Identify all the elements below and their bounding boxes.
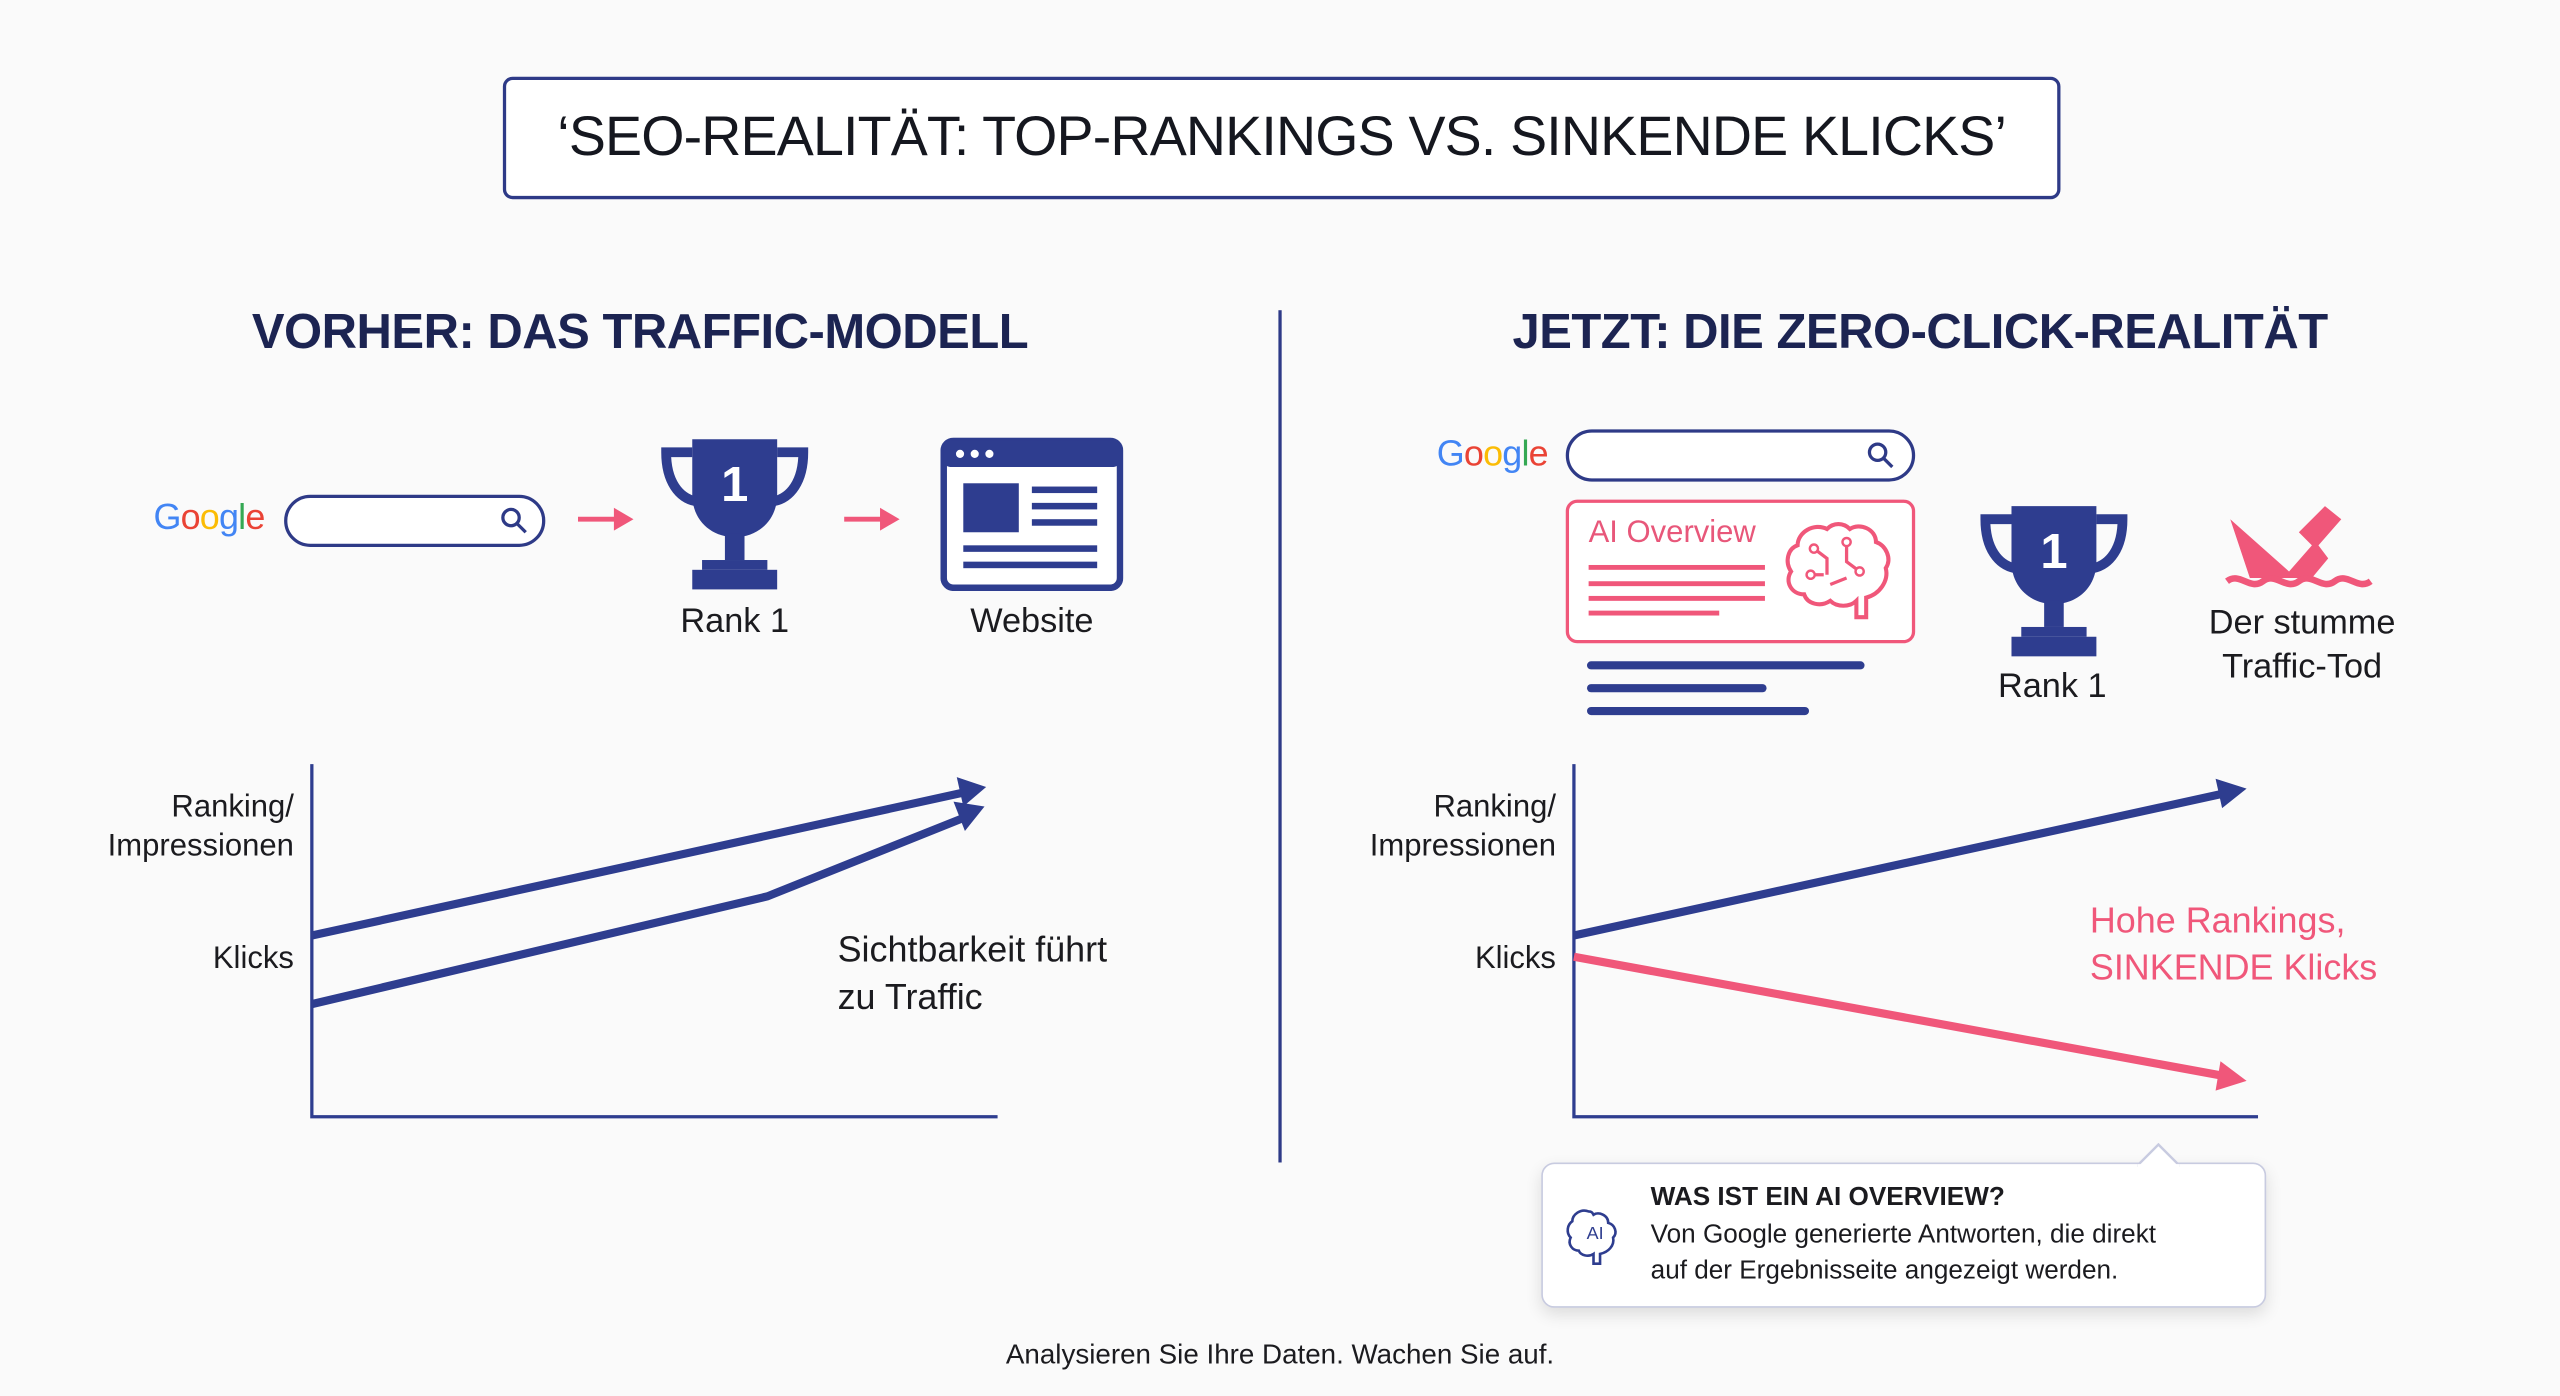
y-axis-label-ranking: Ranking/Impressionen xyxy=(107,790,294,864)
google-logo: Google xyxy=(153,496,265,538)
rank-label: Rank 1 xyxy=(1997,667,2107,706)
y-axis-label-klicks: Klicks xyxy=(1474,942,1556,977)
ai-overview-label: AI Overview xyxy=(1588,515,1756,551)
clicks-line xyxy=(310,814,965,1009)
search-input[interactable] xyxy=(284,494,546,547)
axis xyxy=(310,764,998,1119)
google-logo: Google xyxy=(1436,432,1549,474)
left-chart xyxy=(310,764,998,1119)
arrow-right-icon xyxy=(577,507,634,531)
ranking-arrowhead xyxy=(956,777,987,807)
clicks-line xyxy=(1573,952,2225,1080)
left-annotation: Sichtbarkeit führt zu Traffic xyxy=(837,929,1108,1018)
svg-text:1: 1 xyxy=(721,458,748,512)
right-chart xyxy=(1572,764,2259,1119)
svg-text:1: 1 xyxy=(2040,525,2067,579)
search-result-lines xyxy=(1586,661,1865,716)
svg-text:AI: AI xyxy=(1587,1223,1604,1243)
ranking-line xyxy=(310,787,968,940)
ai-overview-box: AI Overview xyxy=(1565,499,1916,644)
ai-overview-tooltip: AI WAS IST EIN AI OVERVIEW? Von Google g… xyxy=(1541,1142,2267,1308)
clicks-arrowhead xyxy=(953,801,985,832)
text-lines xyxy=(1588,564,1765,616)
left-heading: VORHER: DAS TRAFFIC-MODELL xyxy=(251,305,1029,360)
page-title: ‘SEO-REALITÄT: TOP-RANKINGS VS. SINKENDE… xyxy=(502,76,2061,200)
search-icon xyxy=(1867,442,1894,469)
search-icon xyxy=(501,507,527,534)
footer-text: Analysieren Sie Ihre Daten. Wachen Sie a… xyxy=(1005,1338,1555,1370)
rank-label: Rank 1 xyxy=(680,602,790,641)
ai-brain-icon: AI xyxy=(1566,1209,1617,1266)
y-axis-label-ranking: Ranking/Impressionen xyxy=(1369,790,1556,864)
clicks-arrowhead xyxy=(2215,1061,2247,1091)
sinking-ship-icon xyxy=(2225,506,2373,588)
tooltip-pointer xyxy=(2137,1142,2180,1168)
tooltip-title: WAS IST EIN AI OVERVIEW? xyxy=(1650,1183,2005,1212)
search-input[interactable] xyxy=(1565,429,1916,482)
brain-icon xyxy=(1785,522,1891,620)
y-axis-label-klicks: Klicks xyxy=(212,942,294,977)
website-label: Website xyxy=(970,602,1094,641)
ranking-line xyxy=(1573,789,2225,940)
ranking-arrowhead xyxy=(2215,778,2247,809)
divider xyxy=(1278,310,1282,1163)
tooltip-text: Von Google generierte Antworten, die dir… xyxy=(1650,1221,2157,1285)
arrow-right-icon xyxy=(844,507,900,531)
axis xyxy=(1572,764,2259,1119)
sinking-label: Der stumme Traffic-Tod xyxy=(2208,604,2396,686)
right-heading: JETZT: DIE ZERO-CLICK-REALITÄT xyxy=(1512,305,2328,360)
trophy-icon: 1 xyxy=(1980,506,2128,657)
trophy-icon: 1 xyxy=(661,439,809,590)
right-annotation: Hohe Rankings, SINKENDE Klicks xyxy=(2089,899,2378,988)
website-icon xyxy=(940,437,1124,592)
